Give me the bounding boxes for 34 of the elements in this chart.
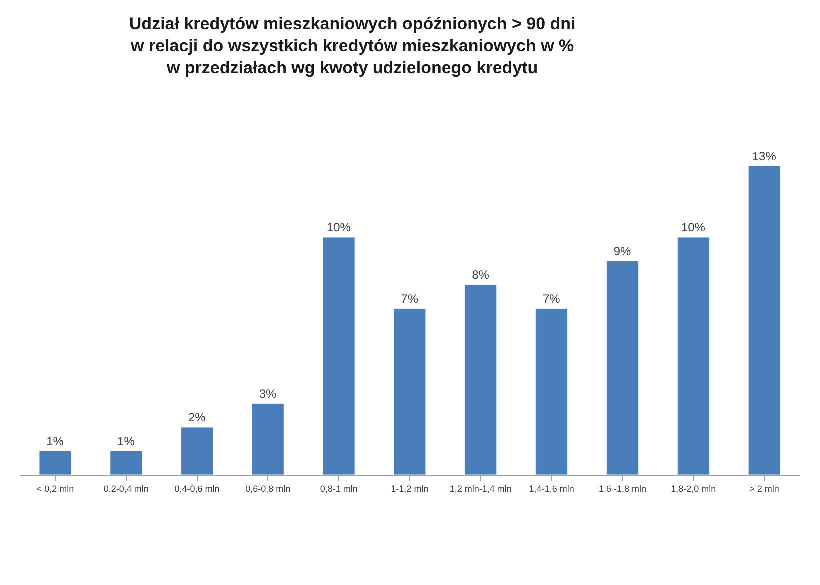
bar [322, 237, 356, 475]
bar [677, 237, 710, 475]
bar [536, 308, 568, 475]
chart-title: Udział kredytów mieszkaniowych opóźnionych > 90 dni w relacji do wszystkich kredytów mieszkaniowych w % w przedziałach wg kwoty udzielonego kredytu [129, 14, 576, 78]
x-tick-label: 0,4-0,6 mln [174, 484, 220, 494]
bar [464, 284, 498, 475]
data-label: 8% [472, 268, 490, 282]
bar [748, 166, 781, 475]
bar [39, 451, 72, 475]
x-tick-label: 0,8-1 mln [320, 484, 358, 494]
bar [606, 261, 639, 475]
bar [252, 404, 284, 475]
bar [394, 308, 426, 475]
x-tick-label: > 2 mln [750, 484, 780, 494]
x-tick-label: 1,4-1,6 mln [529, 484, 574, 494]
x-tick-label: 0,2-0,4 mln [104, 484, 149, 494]
x-tick-label: 1,6 -1,8 mln [598, 484, 646, 494]
x-tick-label: 1,2 mln-1,4 mln [450, 484, 512, 494]
x-tick-label: < 0,2 mln [36, 484, 74, 494]
data-label: 9% [614, 244, 632, 258]
x-tick-label: 1-1,2 mln [391, 484, 429, 494]
bar [181, 427, 214, 475]
data-label: 1% [46, 434, 64, 448]
data-label: 2% [188, 410, 206, 424]
data-label: 3% [259, 386, 278, 401]
data-label: 7% [542, 292, 561, 306]
data-label: 10% [326, 220, 352, 234]
bar [110, 451, 143, 475]
data-label: 7% [401, 292, 419, 306]
x-tick-label: 1,8-2,0 mln [671, 484, 716, 494]
data-label: 1% [118, 434, 136, 448]
x-tick-label: 0,6-0,8 mln [246, 484, 291, 494]
data-label: 13% [752, 149, 777, 164]
data-label: 10% [681, 220, 706, 234]
